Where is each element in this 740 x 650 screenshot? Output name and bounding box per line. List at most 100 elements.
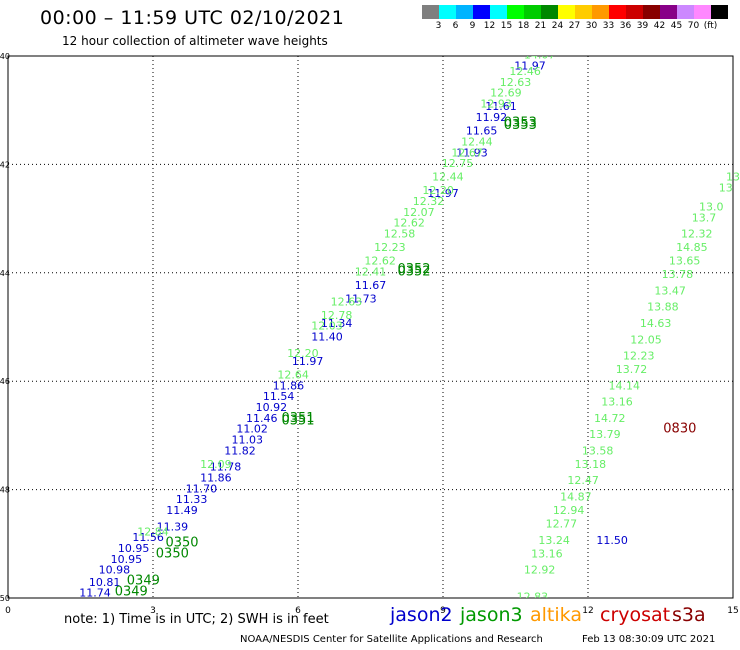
s3a-data-label: 13 xyxy=(726,171,740,184)
legend-label: 6 xyxy=(452,21,459,31)
s3a-data-label: 13.16 xyxy=(601,396,633,409)
legend-swatch xyxy=(660,5,677,19)
legend-swatch xyxy=(643,5,660,19)
jason3-data-label: 0352 xyxy=(397,262,430,277)
s3a-data-label: 14.63 xyxy=(640,317,672,330)
legend-swatch xyxy=(592,5,609,19)
s3a-data-label: 12.92 xyxy=(524,564,556,577)
legend-label: 39 xyxy=(636,21,649,31)
legend-swatch xyxy=(524,5,541,19)
s3a-data-label: 12.20 xyxy=(287,347,319,360)
x-tick-label: 3 xyxy=(150,606,156,616)
s3a-data-label: 12.23 xyxy=(374,241,406,254)
s3a-data-label: 12.93 xyxy=(480,97,512,110)
s3a-data-label: 12.67 xyxy=(451,146,483,159)
jason2-data-label: 11.74 xyxy=(79,586,111,599)
y-tick-label: -48 xyxy=(0,486,10,495)
y-tick-label: -44 xyxy=(0,269,10,278)
satellite-label-jason2: jason2 xyxy=(390,604,453,626)
jason2-data-label: 11.78 xyxy=(210,461,242,474)
cryosat-data-label: 0830 xyxy=(663,422,696,437)
s3a-data-label: 13 xyxy=(719,182,733,195)
s3a-data-label: 12.62 xyxy=(393,217,425,230)
s3a-data-label: 12.05 xyxy=(630,333,662,346)
jason2-data-label: 11.92 xyxy=(476,111,508,124)
s3a-data-label: 13.16 xyxy=(531,547,563,560)
jason2-data-label: 11.67 xyxy=(355,279,387,292)
plot-frame xyxy=(7,55,734,599)
s3a-data-label: 13.24 xyxy=(538,534,570,547)
legend-label: 45 xyxy=(670,21,683,31)
legend-label: 3 xyxy=(435,21,442,31)
color-legend xyxy=(422,5,728,19)
s3a-data-label: 14.14 xyxy=(609,379,641,392)
s3a-data-label: 14.85 xyxy=(676,241,708,254)
jason2-data-label: 11.46 xyxy=(246,412,278,425)
legend-label: 33 xyxy=(602,21,615,31)
legend-label: (ft) xyxy=(703,21,718,31)
x-tick-label: 15 xyxy=(727,606,738,616)
s3a-data-label: 14.87 xyxy=(560,490,592,503)
jason2-data-label: 11.86 xyxy=(200,471,232,484)
legend-label: 18 xyxy=(517,21,530,31)
s3a-data-label: 13.58 xyxy=(582,444,614,457)
data-layer: 11.7410.8110.9810.9510.9511.5611.3911.49… xyxy=(79,56,740,604)
jason2-data-label: 11.97 xyxy=(427,187,459,200)
s3a-data-label: 12.77 xyxy=(546,518,578,531)
jason2-data-label: 11.50 xyxy=(596,534,628,547)
legend-swatch xyxy=(558,5,575,19)
s3a-data-label: 12.78 xyxy=(321,309,353,322)
legend-swatch xyxy=(456,5,473,19)
s3a-data-label: 13.7 xyxy=(692,211,717,224)
jason2-data-label: 11.97 xyxy=(514,60,546,73)
satellite-label-jason3: jason3 xyxy=(460,604,523,626)
legend-label: 70 xyxy=(687,21,700,31)
s3a-data-label: 12.63 xyxy=(500,76,532,89)
legend-swatch xyxy=(439,5,456,19)
s3a-data-label: 12.32 xyxy=(681,228,713,241)
s3a-data-label: 13.79 xyxy=(589,428,621,441)
jason2-data-label: 11.33 xyxy=(176,493,208,506)
jason2-data-label: 11.82 xyxy=(224,444,256,457)
jason2-data-label: 10.98 xyxy=(99,564,131,577)
s3a-data-label: 12.07 xyxy=(403,206,435,219)
legend-swatch xyxy=(473,5,490,19)
x-tick-label: 0 xyxy=(5,606,11,616)
jason2-data-label: 11.70 xyxy=(186,482,218,495)
y-tick-label: -40 xyxy=(0,52,10,61)
legend-label: 27 xyxy=(568,21,581,31)
jason2-data-label: 11.39 xyxy=(157,520,189,533)
y-tick-label: -42 xyxy=(0,160,10,169)
credit-footer: NOAA/NESDIS Center for Satellite Applica… xyxy=(240,634,543,645)
generated-timestamp: Feb 13 08:30:09 UTC 2021 xyxy=(582,634,716,645)
legend-label: 36 xyxy=(619,21,632,31)
s3a-data-label: 12.09 xyxy=(200,458,232,471)
satellite-label-s3a: s3a xyxy=(672,604,706,626)
s3a-data-label: 13.78 xyxy=(662,268,694,281)
jason3-data-label: 0353 xyxy=(504,115,537,130)
jason2-data-label: 11.97 xyxy=(292,355,324,368)
jason2-data-label: 11.02 xyxy=(236,423,268,436)
y-tick-label: -46 xyxy=(0,377,10,386)
s3a-data-label: 12.83 xyxy=(517,591,549,604)
legend-swatch xyxy=(575,5,592,19)
satellite-label-altika: altika xyxy=(530,604,582,626)
jason2-data-label: 11.93 xyxy=(456,146,488,159)
s3a-data-label: 13.0 xyxy=(699,200,724,213)
legend-label: 15 xyxy=(500,21,513,31)
s3a-data-label: 12.41 xyxy=(355,266,387,279)
s3a-data-label: 12.32 xyxy=(413,195,445,208)
legend-swatch xyxy=(694,5,711,19)
jason2-data-label: 11.34 xyxy=(321,317,353,330)
s3a-data-label: 14.72 xyxy=(594,412,626,425)
s3a-data-label: 13.18 xyxy=(575,458,607,471)
s3a-data-label: 12.44 xyxy=(461,135,493,148)
jason3-data-label: 0349 xyxy=(115,584,148,599)
jason3-data-label: 0349 xyxy=(127,573,160,588)
jason2-data-label: 11.03 xyxy=(232,434,264,447)
legend-label: 21 xyxy=(534,21,547,31)
jason2-data-label: 11.49 xyxy=(166,504,198,517)
s3a-data-label: 12.69 xyxy=(490,87,522,100)
s3a-data-label: 12.03 xyxy=(311,320,343,333)
